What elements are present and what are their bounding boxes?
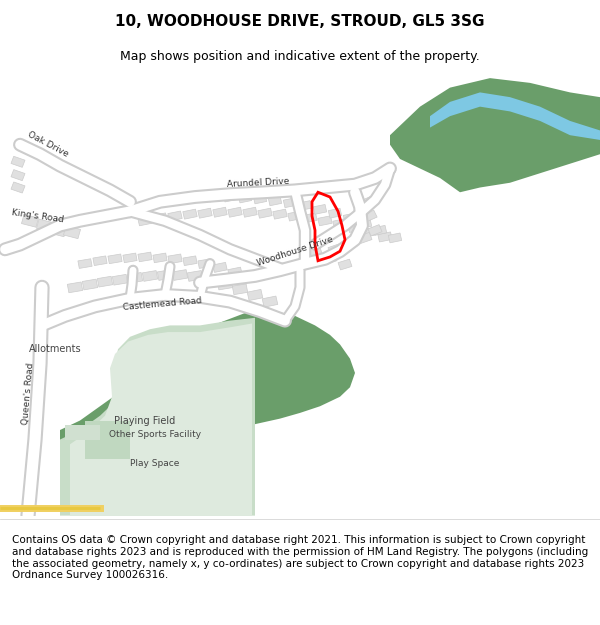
Text: Queen's Road: Queen's Road: [21, 362, 35, 426]
Bar: [18, 144, 32, 156]
Bar: [198, 208, 212, 218]
Bar: [303, 213, 317, 223]
Bar: [363, 228, 377, 238]
Bar: [313, 204, 327, 214]
Bar: [163, 195, 177, 205]
Bar: [11, 169, 25, 181]
Bar: [223, 192, 237, 202]
Bar: [243, 208, 257, 217]
Bar: [343, 239, 357, 250]
Bar: [49, 224, 67, 237]
Bar: [308, 246, 322, 257]
Bar: [213, 262, 227, 272]
Bar: [253, 194, 267, 204]
Bar: [213, 208, 227, 217]
Bar: [273, 209, 287, 219]
Bar: [373, 226, 387, 235]
Polygon shape: [65, 425, 100, 439]
Bar: [168, 211, 182, 221]
Polygon shape: [85, 421, 130, 459]
Text: Playing Field: Playing Field: [115, 416, 176, 426]
Bar: [343, 213, 357, 223]
Bar: [288, 211, 302, 221]
Bar: [172, 269, 188, 281]
Bar: [258, 208, 272, 218]
Bar: [142, 271, 158, 281]
Text: Arundel Drive: Arundel Drive: [227, 177, 289, 189]
Bar: [283, 198, 297, 208]
Bar: [148, 197, 162, 207]
Bar: [108, 254, 122, 264]
Bar: [328, 244, 342, 255]
Bar: [138, 216, 152, 226]
Bar: [228, 208, 242, 217]
Bar: [358, 219, 372, 229]
Bar: [232, 284, 248, 294]
Bar: [328, 208, 342, 218]
Polygon shape: [60, 318, 255, 516]
Bar: [298, 201, 312, 211]
Bar: [37, 219, 53, 232]
Text: Map shows position and indicative extent of the property.: Map shows position and indicative extent…: [120, 50, 480, 62]
Bar: [318, 216, 332, 226]
Bar: [64, 226, 80, 239]
Bar: [93, 256, 107, 266]
Bar: [388, 233, 402, 243]
Polygon shape: [390, 78, 600, 192]
Bar: [168, 254, 182, 264]
Text: Allotments: Allotments: [29, 344, 82, 354]
Bar: [247, 289, 263, 301]
Bar: [378, 232, 392, 242]
Bar: [323, 254, 337, 264]
Bar: [97, 276, 113, 287]
Bar: [153, 253, 167, 262]
Bar: [348, 222, 362, 232]
Bar: [157, 269, 173, 281]
Bar: [123, 253, 137, 262]
Bar: [338, 259, 352, 270]
Bar: [358, 232, 372, 243]
Bar: [268, 196, 282, 206]
Bar: [217, 279, 233, 290]
Bar: [187, 271, 203, 281]
Text: Play Space: Play Space: [130, 459, 179, 468]
Bar: [262, 296, 278, 308]
Bar: [202, 274, 218, 285]
Bar: [238, 193, 252, 203]
Bar: [178, 193, 192, 203]
Bar: [183, 256, 197, 266]
Polygon shape: [70, 324, 252, 516]
Text: Contains OS data © Crown copyright and database right 2021. This information is : Contains OS data © Crown copyright and d…: [12, 535, 588, 580]
Text: Other Sports Facility: Other Sports Facility: [109, 430, 201, 439]
Polygon shape: [430, 92, 600, 140]
Bar: [333, 219, 347, 229]
Bar: [228, 267, 242, 277]
Text: Castlemead Road: Castlemead Road: [122, 296, 202, 312]
Bar: [198, 259, 212, 268]
Bar: [78, 259, 92, 268]
Bar: [153, 213, 167, 223]
Polygon shape: [60, 311, 355, 516]
Text: King's Road: King's Road: [11, 208, 65, 224]
Bar: [368, 224, 382, 236]
Text: 10, WOODHOUSE DRIVE, STROUD, GL5 3SG: 10, WOODHOUSE DRIVE, STROUD, GL5 3SG: [115, 14, 485, 29]
Bar: [127, 272, 143, 283]
Bar: [11, 156, 25, 168]
Bar: [193, 192, 207, 202]
Bar: [11, 182, 25, 193]
Bar: [112, 274, 128, 285]
Bar: [183, 209, 197, 219]
Text: Oak Drive: Oak Drive: [26, 130, 70, 159]
Bar: [361, 196, 375, 208]
Bar: [363, 210, 377, 222]
Bar: [138, 252, 152, 262]
Bar: [22, 214, 38, 228]
Bar: [67, 282, 83, 292]
Text: Woodhouse Drive: Woodhouse Drive: [256, 234, 334, 268]
Bar: [82, 279, 98, 290]
Bar: [243, 272, 257, 282]
Bar: [208, 192, 222, 202]
